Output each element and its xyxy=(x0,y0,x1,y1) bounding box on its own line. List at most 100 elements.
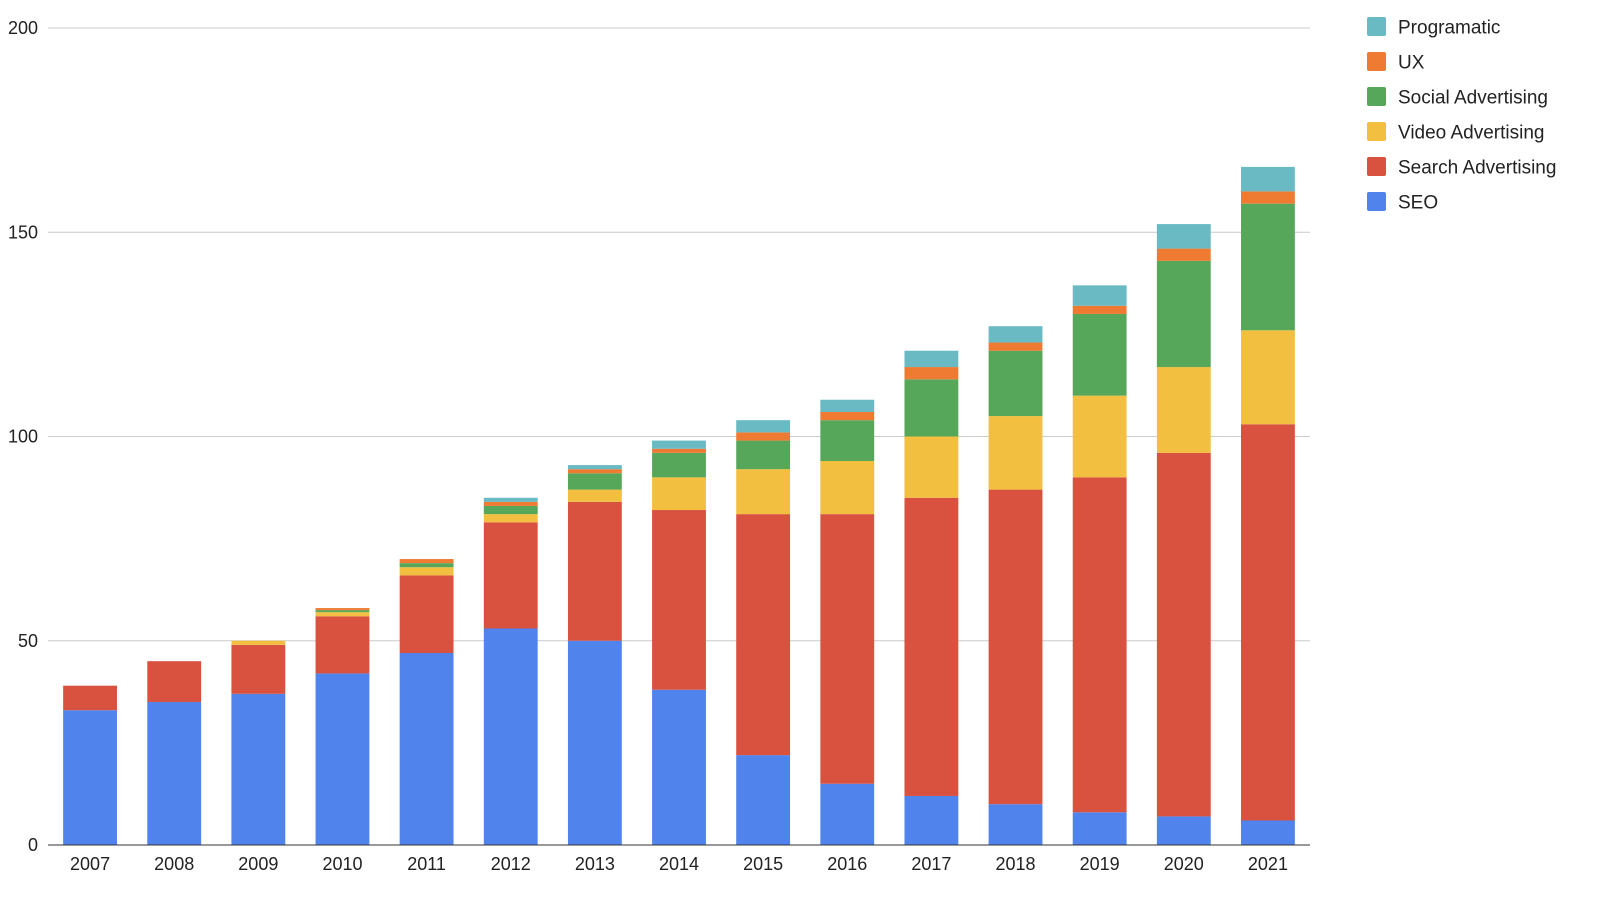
legend-item-ux: UX xyxy=(1367,52,1425,74)
x-tick-label: 2018 xyxy=(996,854,1036,874)
bar-search-advertising-2014 xyxy=(652,510,706,690)
bar-seo-2007 xyxy=(63,710,117,845)
legend-swatch xyxy=(1367,52,1386,71)
x-tick-label: 2012 xyxy=(491,854,531,874)
bar-social-advertising-2017 xyxy=(904,379,959,437)
bar-stack-2020 xyxy=(1156,224,1211,845)
x-tick-label: 2008 xyxy=(154,854,194,874)
bar-seo-2014 xyxy=(652,689,706,845)
bar-programatic-2014 xyxy=(652,440,706,449)
bar-stack-2016 xyxy=(820,399,875,845)
x-tick-label: 2020 xyxy=(1164,854,1204,874)
bar-video-advertising-2014 xyxy=(652,477,706,511)
bar-stack-2021 xyxy=(1241,166,1295,845)
legend-swatch xyxy=(1367,157,1386,176)
bar-social-advertising-2010 xyxy=(315,610,370,613)
bar-ux-2015 xyxy=(736,432,791,441)
bar-social-advertising-2015 xyxy=(736,440,791,470)
bar-video-advertising-2017 xyxy=(904,436,959,498)
legend-swatch xyxy=(1367,122,1386,141)
bar-video-advertising-2013 xyxy=(567,489,622,502)
bar-video-advertising-2021 xyxy=(1241,330,1295,425)
bar-social-advertising-2020 xyxy=(1156,260,1211,368)
x-tick-label: 2014 xyxy=(659,854,699,874)
bar-programatic-2015 xyxy=(736,420,791,433)
legend-swatch xyxy=(1367,17,1386,36)
bar-video-advertising-2020 xyxy=(1156,367,1211,453)
bar-social-advertising-2019 xyxy=(1072,313,1127,396)
legend-item-seo: SEO xyxy=(1367,192,1438,214)
legend-label: Video Advertising xyxy=(1398,123,1544,144)
bar-stack-2019 xyxy=(1072,285,1127,845)
bar-stack-2007 xyxy=(63,685,117,845)
bar-programatic-2013 xyxy=(567,465,622,470)
legend-label: Programatic xyxy=(1398,18,1500,39)
legend-swatch xyxy=(1367,87,1386,106)
bar-seo-2020 xyxy=(1156,816,1211,845)
bar-seo-2019 xyxy=(1072,812,1127,845)
bar-stack-2014 xyxy=(652,440,706,845)
bar-seo-2012 xyxy=(483,628,538,845)
bar-video-advertising-2016 xyxy=(820,461,875,515)
bar-search-advertising-2015 xyxy=(736,514,791,756)
bar-ux-2014 xyxy=(652,448,706,453)
bar-ux-2016 xyxy=(820,411,875,421)
bar-social-advertising-2011 xyxy=(399,563,454,568)
bar-ux-2012 xyxy=(483,501,538,506)
bar-social-advertising-2013 xyxy=(567,473,622,490)
bar-search-advertising-2017 xyxy=(904,497,959,796)
bar-video-advertising-2009 xyxy=(231,640,286,645)
bar-stack-2013 xyxy=(567,465,622,845)
bar-seo-2011 xyxy=(399,653,454,845)
bar-search-advertising-2007 xyxy=(63,685,117,711)
x-tick-label: 2021 xyxy=(1248,854,1288,874)
bar-ux-2017 xyxy=(904,367,959,380)
bar-stack-2009 xyxy=(231,640,286,845)
bar-stack-2010 xyxy=(315,608,370,845)
legend: Programatic UX Social Advertising Video Adv… xyxy=(1367,17,1556,214)
bar-search-advertising-2019 xyxy=(1072,477,1127,813)
bar-video-advertising-2019 xyxy=(1072,395,1127,478)
x-tick-label: 2007 xyxy=(70,854,110,874)
bar-search-advertising-2010 xyxy=(315,616,370,674)
bar-programatic-2016 xyxy=(820,399,875,412)
bar-programatic-2021 xyxy=(1241,166,1295,192)
bar-seo-2017 xyxy=(904,795,959,845)
y-tick-label: 100 xyxy=(8,427,38,447)
bar-search-advertising-2008 xyxy=(147,661,202,703)
y-tick-label: 150 xyxy=(8,222,38,242)
bar-search-advertising-2013 xyxy=(567,501,622,641)
legend-item-social-advertising: Social Advertising xyxy=(1367,87,1548,109)
bar-social-advertising-2014 xyxy=(652,452,706,478)
bars xyxy=(63,166,1295,845)
bar-seo-2009 xyxy=(231,693,286,845)
y-tick-label: 200 xyxy=(8,18,38,38)
bar-video-advertising-2011 xyxy=(399,567,454,576)
bar-stack-2011 xyxy=(399,559,454,845)
bar-seo-2013 xyxy=(567,640,622,845)
x-tick-label: 2010 xyxy=(322,854,362,874)
bar-video-advertising-2010 xyxy=(315,612,370,617)
bar-stack-2015 xyxy=(736,420,791,845)
bar-ux-2011 xyxy=(399,559,454,564)
bar-social-advertising-2016 xyxy=(820,420,875,462)
bar-search-advertising-2020 xyxy=(1156,452,1211,817)
bar-video-advertising-2015 xyxy=(736,469,791,515)
legend-item-search-advertising: Search Advertising xyxy=(1367,157,1556,179)
bar-ux-2019 xyxy=(1072,305,1127,314)
bar-ux-2018 xyxy=(988,342,1043,351)
bar-social-advertising-2012 xyxy=(483,505,538,515)
bar-stack-2012 xyxy=(483,497,538,845)
bar-search-advertising-2021 xyxy=(1241,424,1295,821)
y-tick-label: 0 xyxy=(28,835,38,855)
x-tick-label: 2017 xyxy=(911,854,951,874)
x-tick-label: 2015 xyxy=(743,854,783,874)
bar-stack-2018 xyxy=(988,326,1043,845)
bar-search-advertising-2009 xyxy=(231,644,286,694)
bar-stack-2008 xyxy=(147,661,202,845)
bar-seo-2016 xyxy=(820,783,875,845)
bar-video-advertising-2012 xyxy=(483,514,538,523)
legend-swatch xyxy=(1367,192,1386,211)
bar-seo-2010 xyxy=(315,673,370,845)
bar-programatic-2020 xyxy=(1156,224,1211,249)
